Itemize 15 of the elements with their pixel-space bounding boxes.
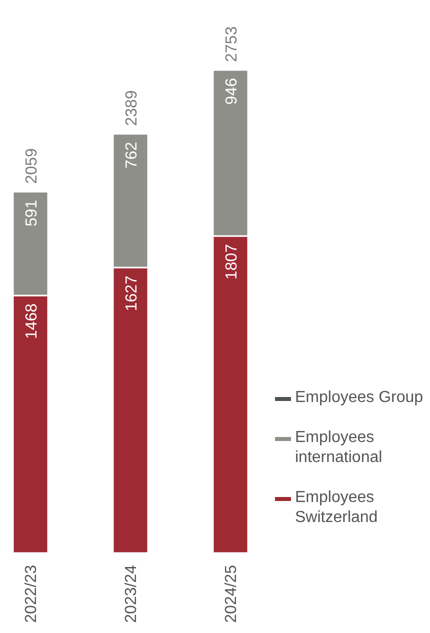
total-label: 2059 (24, 148, 40, 184)
legend-label: Employees international (295, 428, 384, 468)
total-label: 2389 (124, 90, 140, 126)
data-label: 591 (24, 200, 40, 226)
data-label: 1468 (24, 303, 40, 340)
legend-label: Employees Switzerland (295, 488, 379, 528)
data-label: 1627 (124, 275, 140, 312)
data-label: 946 (224, 78, 240, 105)
total-label: 2753 (224, 26, 240, 62)
legend-label: Employees Group (295, 388, 424, 408)
data-label: 762 (124, 142, 140, 169)
data-label: 1807 (224, 244, 240, 280)
x-tick-label: 2022/23 (23, 564, 40, 623)
x-tick-label: 2023/24 (123, 564, 140, 623)
x-tick-label: 2024/25 (223, 564, 240, 623)
